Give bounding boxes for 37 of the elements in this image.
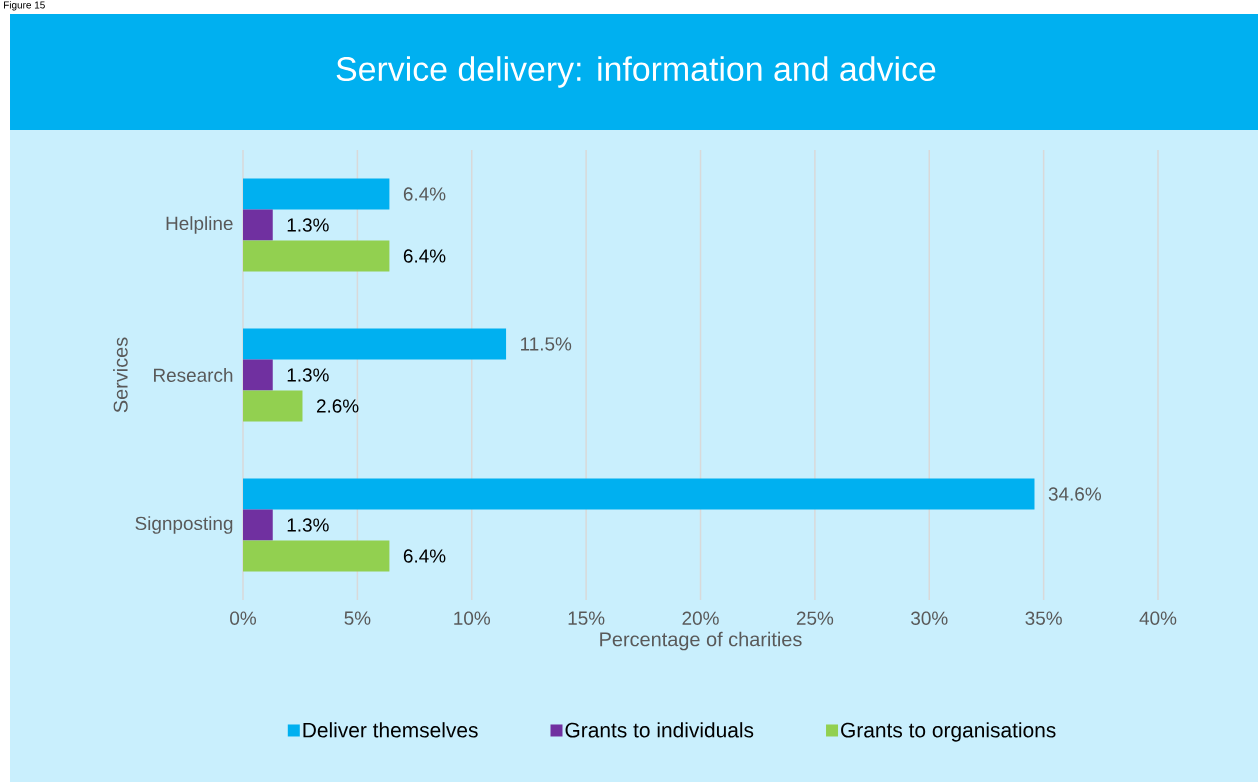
- x-tick-label: 35%: [1025, 611, 1062, 625]
- chart-title: Service delivery: information and advice: [336, 56, 936, 88]
- legend-label: Grants to individuals: [565, 722, 754, 738]
- y-tick-label: Signposting: [135, 516, 233, 534]
- y-tick-label: Research: [154, 368, 233, 382]
- caption: Figure 15: [4, 1, 45, 11]
- data-label: 34.6%: [1048, 487, 1101, 501]
- x-tick-label: 0%: [230, 611, 257, 625]
- legend-label: Grants to organisations: [841, 722, 1056, 742]
- data-label: 1.3%: [287, 518, 329, 532]
- data-label: 2.6%: [316, 399, 359, 413]
- x-tick-label: 40%: [1139, 611, 1177, 625]
- data-label: 6.4%: [403, 249, 446, 263]
- bar: [243, 478, 1035, 510]
- bar: [243, 540, 390, 572]
- x-axis-title: Percentage of charities: [600, 631, 802, 651]
- data-label: 11.5%: [521, 337, 572, 351]
- y-tick-label: Helpline: [166, 216, 233, 234]
- x-tick-label: 20%: [682, 611, 719, 625]
- x-tick-label: 25%: [796, 611, 834, 625]
- y-axis-title: Services: [113, 337, 128, 413]
- data-label: 6.4%: [403, 549, 446, 563]
- legend-label: Deliver themselves: [303, 722, 478, 738]
- bar: [243, 390, 303, 422]
- bar: [243, 178, 390, 210]
- bar: [243, 509, 273, 541]
- data-label: 6.4%: [403, 187, 446, 201]
- x-tick-label: 30%: [911, 611, 948, 625]
- bar: [243, 240, 390, 272]
- bar: [243, 209, 273, 241]
- data-label: 1.3%: [287, 368, 329, 382]
- x-tick-label: 10%: [454, 611, 491, 625]
- data-label: 1.3%: [287, 218, 329, 232]
- x-tick-label: 5%: [344, 611, 371, 625]
- x-tick-label: 15%: [568, 611, 605, 625]
- bar: [243, 328, 507, 360]
- bar: [243, 359, 273, 391]
